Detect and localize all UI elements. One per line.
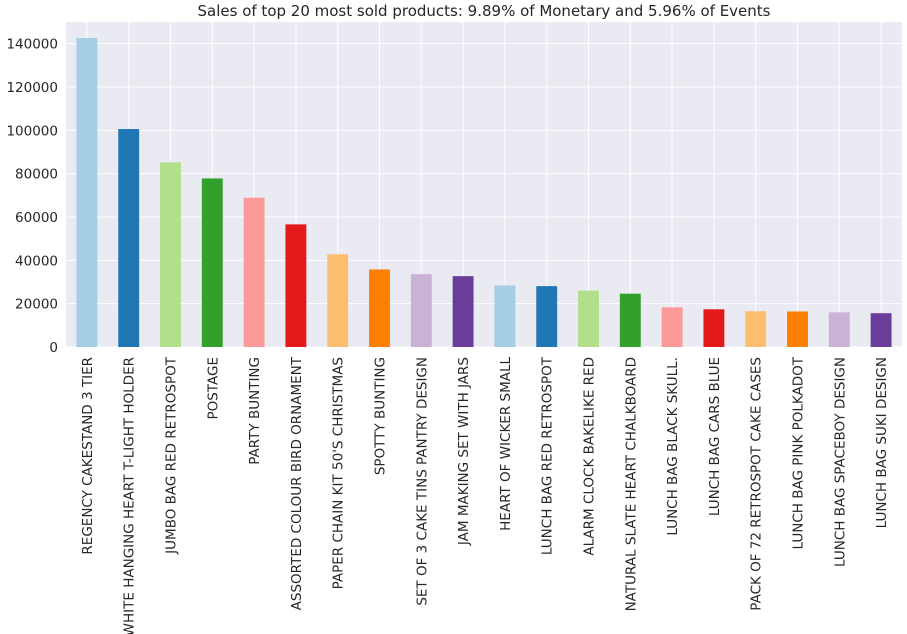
bar	[703, 309, 725, 347]
bar	[369, 269, 390, 347]
y-tick-label: 0	[49, 340, 58, 356]
bar	[285, 224, 307, 347]
bar	[118, 129, 140, 347]
y-tick-label: 60000	[15, 210, 58, 226]
bar	[619, 293, 641, 347]
x-tick-label: LUNCH BAG SUKI DESIGN	[874, 357, 890, 528]
bar	[76, 38, 98, 348]
x-tick-label: LUNCH BAG SPACEBOY DESIGN	[832, 357, 848, 567]
x-tick-label: POSTAGE	[205, 357, 221, 420]
bar	[661, 307, 683, 347]
bar	[578, 290, 599, 347]
y-tick-label: 40000	[15, 253, 58, 269]
x-axis-tick-labels: REGENCY CAKESTAND 3 TIER WHITE HANGING HE…	[80, 356, 890, 634]
x-tick-label: JUMBO BAG RED RETROSPOT	[164, 356, 180, 555]
x-tick-label: SET OF 3 CAKE TINS PANTRY DESIGN	[414, 357, 430, 606]
bar	[243, 197, 265, 347]
x-tick-label: ASSORTED COLOUR BIRD ORNAMENT	[289, 356, 305, 610]
x-tick-label: PAPER CHAIN KIT 50'S CHRISTMAS	[331, 357, 347, 589]
x-tick-label: LUNCH BAG CARS BLUE	[707, 357, 723, 516]
bar	[870, 313, 892, 347]
x-tick-label: LUNCH BAG PINK POLKADOT	[791, 356, 807, 549]
bar	[160, 162, 181, 347]
chart-title: Sales of top 20 most sold products: 9.89…	[198, 2, 771, 20]
x-tick-label: WHITE HANGING HEART T-LIGHT HOLDER	[122, 357, 138, 634]
bar	[452, 276, 474, 347]
bar	[410, 274, 432, 347]
y-tick-label: 100000	[6, 123, 58, 139]
bar	[536, 286, 558, 347]
x-tick-label: SPOTTY BUNTING	[373, 357, 389, 475]
x-tick-label: LUNCH BAG RED RETROSPOT	[540, 356, 556, 555]
x-tick-label: PARTY BUNTING	[247, 357, 263, 465]
bar	[828, 312, 850, 347]
bars	[76, 38, 892, 348]
bar	[327, 254, 349, 347]
y-tick-label: 140000	[6, 37, 58, 53]
plot-area	[66, 22, 902, 347]
x-tick-label: NATURAL SLATE HEART CHALKBOARD	[623, 357, 639, 611]
x-tick-label: HEART OF WICKER SMALL	[498, 357, 514, 531]
x-tick-label: ALARM CLOCK BAKELIKE RED	[582, 357, 598, 556]
y-axis-tick-labels: 0 20000 40000 60000 80000 100000 120000 140000	[6, 37, 58, 356]
y-tick-label: 80000	[15, 167, 58, 183]
x-tick-label: PACK OF 72 RETROSPOT CAKE CASES	[749, 357, 765, 611]
bar	[745, 311, 767, 347]
bar	[201, 178, 223, 347]
bar	[494, 285, 516, 347]
x-tick-label: REGENCY CAKESTAND 3 TIER	[80, 357, 96, 555]
y-tick-label: 20000	[15, 297, 58, 313]
y-tick-label: 120000	[6, 80, 58, 96]
x-tick-label: JAM MAKING SET WITH JARS	[456, 357, 472, 546]
x-tick-label: LUNCH BAG BLACK SKULL.	[665, 357, 681, 536]
bar	[787, 311, 808, 347]
